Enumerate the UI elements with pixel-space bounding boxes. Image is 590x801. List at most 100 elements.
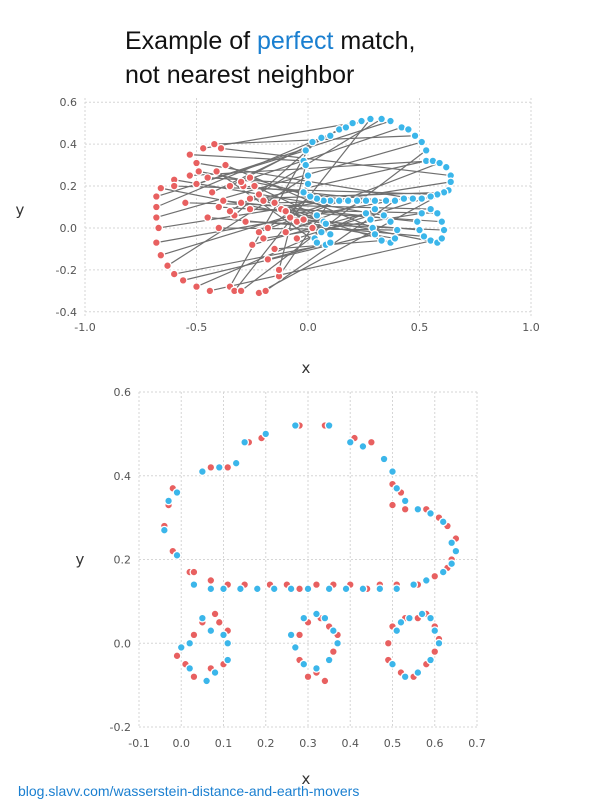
red-point: [194, 166, 204, 176]
red-point: [261, 286, 271, 296]
red-point: [151, 202, 161, 212]
match-line: [240, 126, 402, 183]
red-point: [214, 617, 224, 627]
x-tick-label: -0.5: [186, 321, 207, 334]
blue-point: [219, 630, 228, 640]
blue-point: [286, 630, 296, 640]
match-line: [218, 227, 398, 231]
match-line: [240, 149, 427, 292]
match-line: [156, 198, 404, 244]
red-point: [169, 269, 179, 279]
blue-point: [370, 196, 380, 206]
blue-point: [438, 517, 448, 527]
match-line: [233, 118, 371, 292]
blue-point: [185, 663, 195, 673]
blue-point: [172, 488, 182, 497]
x-tick-label: -1.0: [74, 321, 95, 334]
blue-point: [308, 137, 317, 147]
red-point: [198, 143, 208, 153]
blue-point: [370, 229, 380, 239]
red-point: [203, 173, 213, 183]
red-point: [216, 143, 226, 153]
red-point: [205, 286, 215, 296]
x-tick-label: 0.7: [468, 737, 486, 750]
red-point: [151, 192, 161, 201]
blue-point: [375, 584, 385, 594]
red-point: [192, 282, 201, 292]
blue-point: [210, 668, 220, 678]
red-point: [430, 647, 440, 657]
blue-point: [446, 177, 456, 187]
x-tick-label: -0.1: [128, 737, 149, 750]
red-point: [400, 504, 410, 514]
blue-point: [252, 584, 262, 594]
x-tick-label: 0.1: [215, 737, 233, 750]
red-point: [241, 217, 251, 227]
blue-point: [392, 626, 402, 636]
blue-point: [348, 118, 358, 128]
blue-point: [328, 626, 338, 636]
y-tick-label: 0.2: [114, 554, 132, 567]
red-point: [258, 233, 268, 243]
blue-point: [358, 441, 368, 451]
blue-point: [409, 580, 419, 590]
blue-point: [438, 567, 448, 577]
red-point: [210, 609, 220, 619]
blue-point: [379, 210, 389, 220]
red-point: [212, 166, 222, 176]
red-point: [295, 630, 304, 640]
blue-point: [206, 626, 216, 636]
y-tick-label: 0.0: [114, 637, 132, 650]
blue-point: [361, 208, 371, 218]
blue-point: [410, 131, 420, 141]
match-line: [285, 200, 367, 233]
x-tick-label: 0.0: [173, 737, 191, 750]
x-axis-label: x: [302, 770, 311, 788]
match-line: [209, 237, 442, 292]
match-line: [156, 141, 422, 219]
red-point: [206, 575, 216, 585]
blue-point: [386, 116, 395, 126]
blue-point: [345, 437, 355, 447]
blue-point: [286, 584, 296, 594]
blue-point: [413, 504, 423, 514]
blue-point: [206, 584, 216, 594]
red-point: [258, 196, 268, 206]
plot-1: -1.0 -0.5 0.0 0.5 1.0 -0.4 -0.2 0.0 0.2 0.4 0.6 x y: [16, 96, 540, 377]
blue-point: [396, 617, 406, 627]
y-tick-label: 0.4: [60, 138, 78, 151]
red-point: [388, 500, 397, 510]
blue-point: [412, 217, 422, 227]
red-point: [189, 630, 199, 640]
x-tick-label: 0.3: [299, 737, 317, 750]
match-line: [258, 189, 449, 294]
blue-point: [417, 609, 427, 619]
red-point: [207, 187, 217, 197]
blue-point: [316, 227, 326, 237]
blue-point: [324, 655, 334, 665]
red-point: [263, 223, 273, 233]
blue-point: [341, 584, 351, 594]
blue-point: [408, 194, 418, 204]
blue-point: [235, 584, 245, 594]
red-point: [223, 462, 233, 472]
red-point: [430, 571, 440, 581]
blue-point: [240, 437, 250, 447]
blue-point: [392, 584, 402, 594]
blue-point: [290, 421, 300, 430]
blue-point: [299, 187, 308, 197]
blue-point: [399, 194, 409, 204]
y-tick-label: -0.4: [56, 306, 77, 319]
blue-point: [290, 642, 300, 652]
source-url[interactable]: blog.slavv.com/wasserstein-distance-and-…: [18, 783, 360, 799]
y-tick-label: 0.6: [114, 386, 132, 399]
y-tick-label: 0.2: [60, 180, 78, 193]
blue-point: [325, 131, 335, 141]
blue-point: [305, 192, 315, 201]
blue-point: [299, 613, 309, 623]
red-point: [281, 227, 291, 237]
blue-point: [419, 231, 429, 241]
blue-point: [361, 196, 371, 206]
blue-point: [324, 584, 334, 594]
